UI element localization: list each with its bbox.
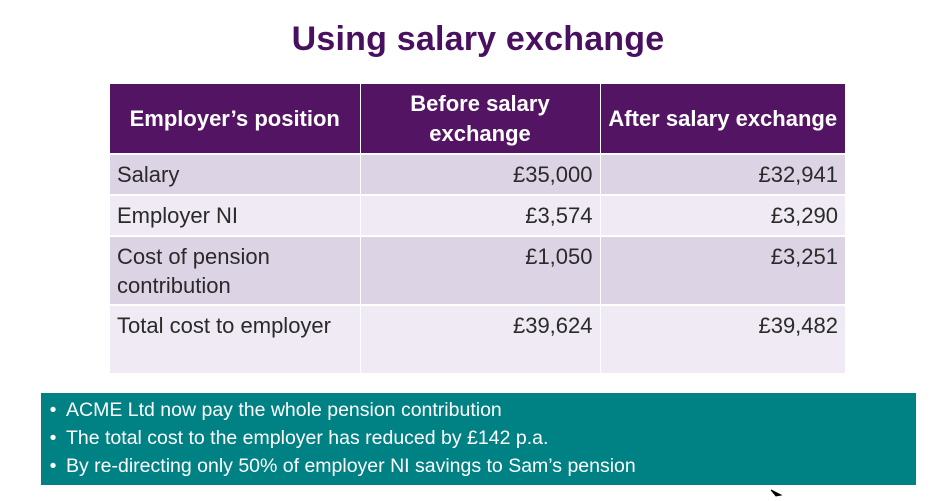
after-value: £3,251 — [600, 235, 845, 305]
header-employer-position: Employer’s position — [110, 84, 361, 154]
salary-exchange-table: Employer’s position Before salary exchan… — [110, 84, 845, 373]
bullet-icon: • — [49, 427, 57, 449]
list-item-text: ACME Ltd now pay the whole pension contr… — [66, 399, 502, 421]
list-item-text: The total cost to the employer has reduc… — [66, 427, 549, 449]
table-row: Salary £35,000 £32,941 — [110, 153, 845, 195]
list-item: • By re-directing only 50% of employer N… — [41, 452, 906, 480]
row-label: Salary — [110, 153, 361, 195]
row-label: Cost of pension contribution — [110, 235, 361, 305]
table-row: Total cost to employer £39,624 £39,482 — [110, 304, 845, 373]
before-value: £3,574 — [360, 194, 601, 236]
summary-bullet-list: • ACME Ltd now pay the whole pension con… — [41, 396, 906, 480]
after-value: £39,482 — [600, 304, 845, 373]
header-after-salary-exchange: After salary exchange — [600, 84, 845, 154]
bullet-icon: • — [49, 455, 57, 477]
bullet-icon: • — [49, 399, 57, 421]
row-label: Employer NI — [110, 194, 361, 236]
after-value: £32,941 — [600, 153, 845, 195]
summary-notes-box: • ACME Ltd now pay the whole pension con… — [41, 393, 916, 485]
before-value: £1,050 — [360, 235, 601, 305]
list-item-text: By re-directing only 50% of employer NI … — [66, 455, 636, 477]
slide-title: Using salary exchange — [291, 20, 665, 58]
mouse-cursor-icon — [770, 489, 783, 497]
before-value: £39,624 — [360, 304, 601, 373]
table-row: Employer NI £3,574 £3,290 — [110, 194, 845, 236]
header-before-salary-exchange: Before salary exchange — [360, 84, 601, 154]
list-item: • The total cost to the employer has red… — [41, 424, 906, 452]
list-item: • ACME Ltd now pay the whole pension con… — [41, 396, 906, 424]
table-row: Cost of pension contribution £1,050 £3,2… — [110, 235, 845, 305]
before-value: £35,000 — [360, 153, 601, 195]
row-label: Total cost to employer — [110, 304, 361, 373]
table-header-row: Employer’s position Before salary exchan… — [110, 84, 845, 154]
after-value: £3,290 — [600, 194, 845, 236]
